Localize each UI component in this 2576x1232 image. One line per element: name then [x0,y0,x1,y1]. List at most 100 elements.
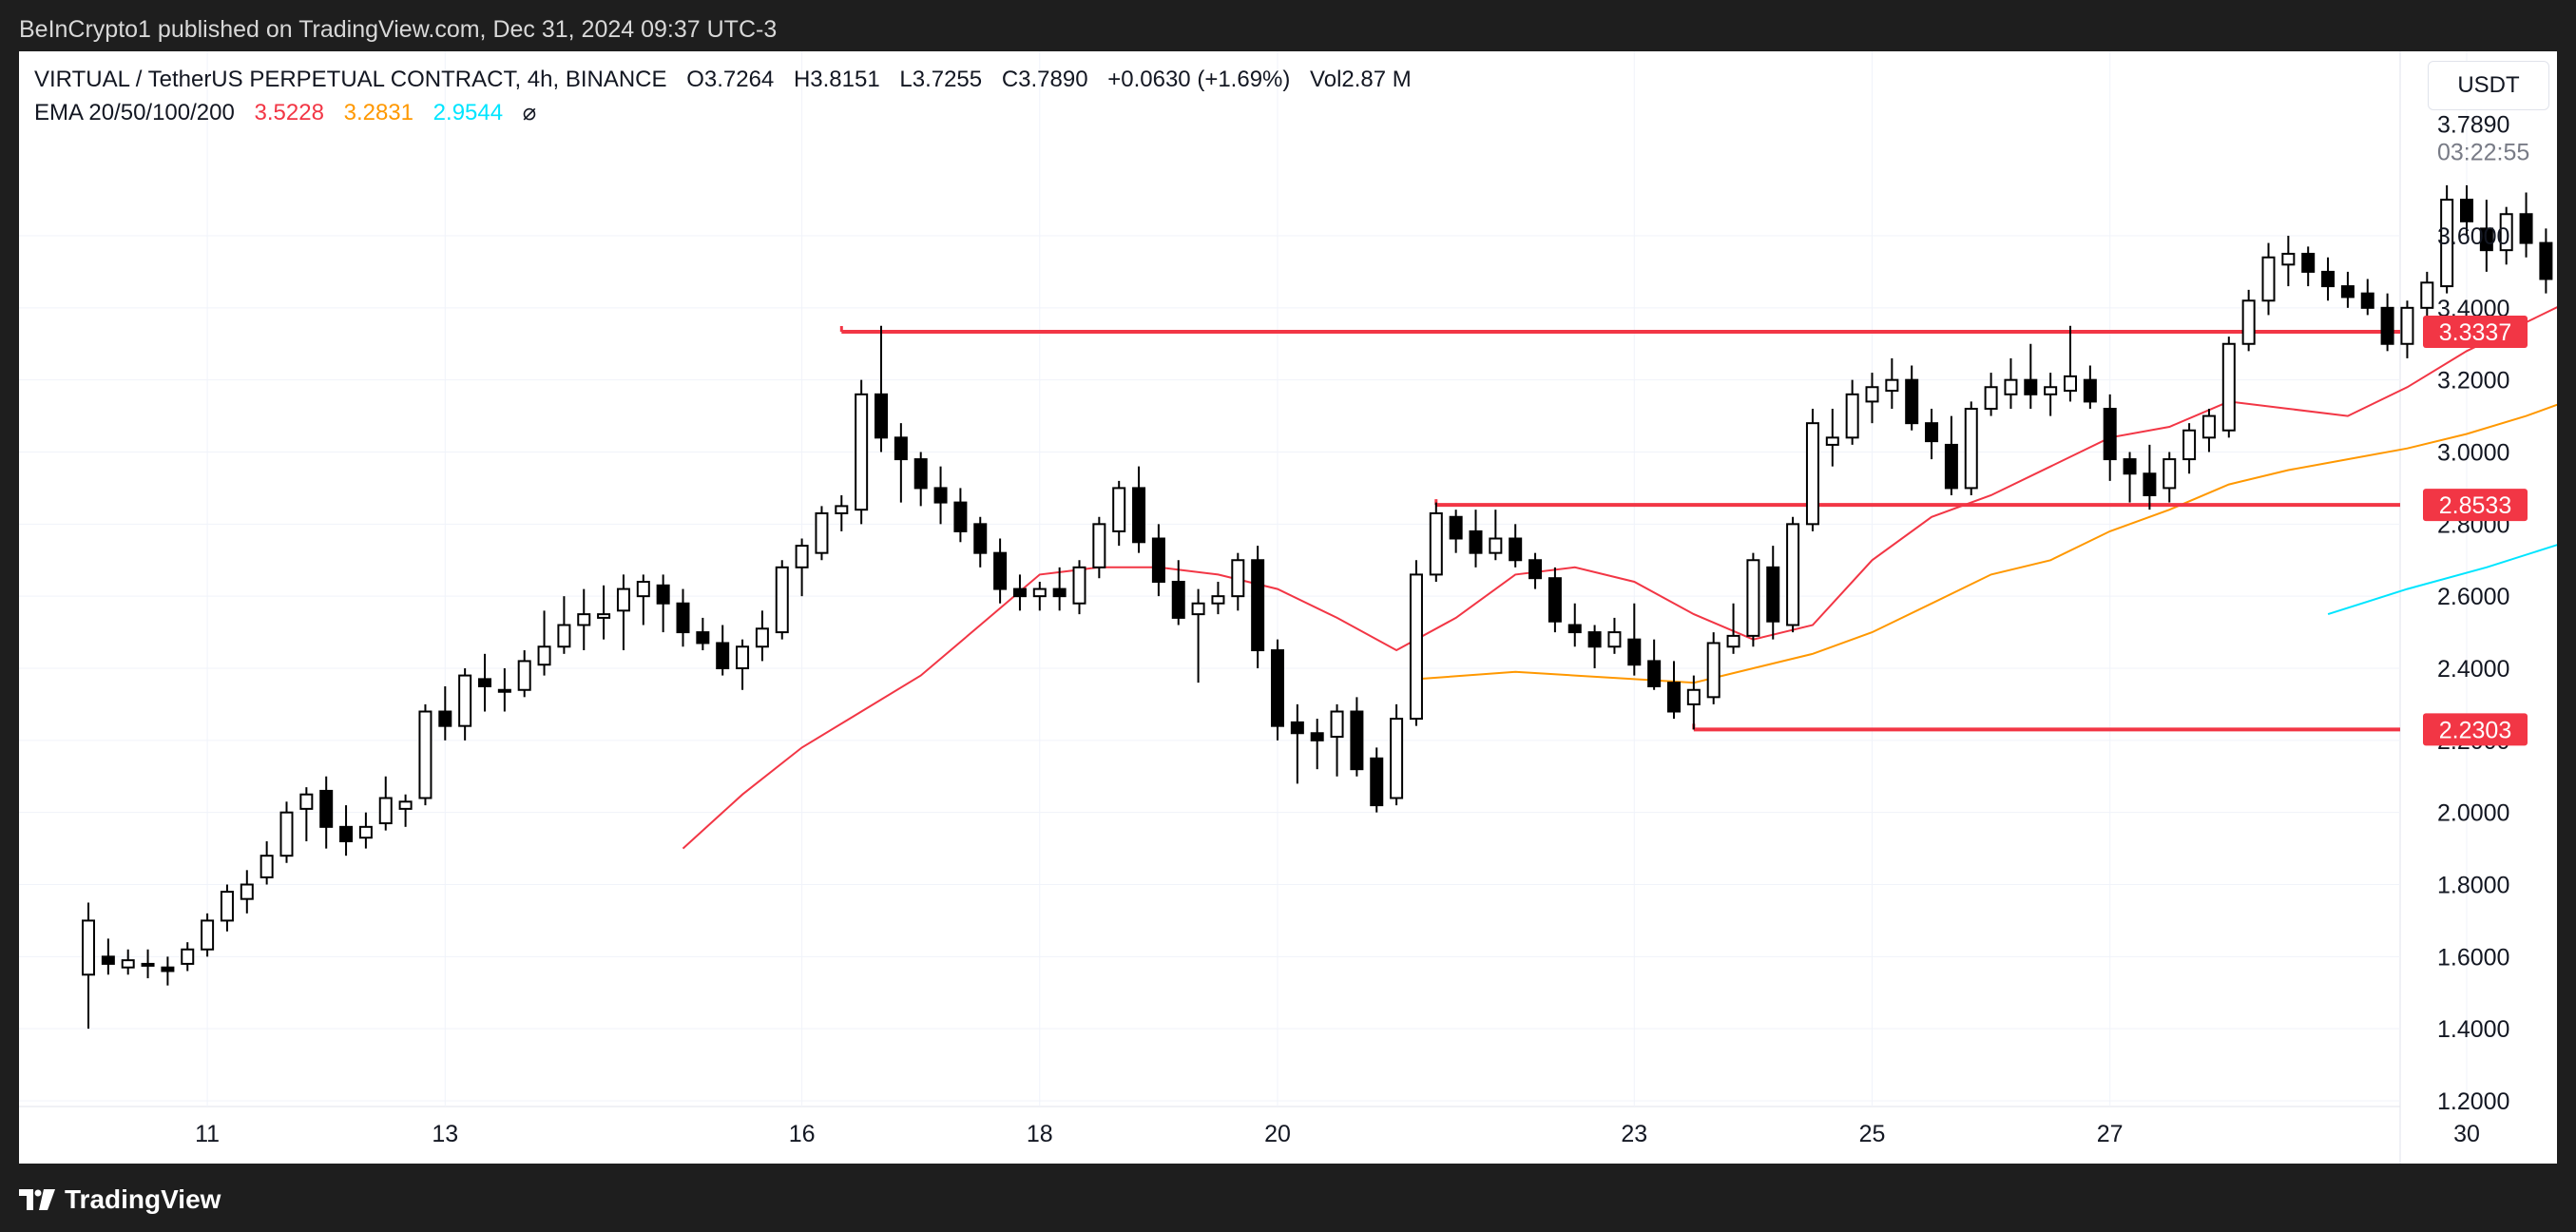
candle-body [973,523,988,554]
ema20-value: 3.5228 [254,100,324,125]
candle-body [2460,199,2473,222]
candle-down [1627,603,1642,676]
candle-up [815,506,829,561]
y-tick-label: 1.4000 [2437,1016,2509,1043]
level-price-label: 3.3337 [2439,319,2511,346]
candle-down [2301,246,2316,287]
tradingview-logo-icon [19,1189,55,1210]
currency-button[interactable]: USDT [2428,61,2549,110]
level-price-tag [2423,489,2528,522]
candle-body [378,797,393,825]
candle-body [299,793,314,810]
candle-up [1726,603,1740,654]
candle-up [1746,552,1760,647]
x-tick-label: 20 [1264,1121,1291,1147]
candle-up [1786,516,1800,633]
candle-body [1964,408,1978,490]
candle-up [597,585,611,640]
candle-body [2004,378,2018,395]
candle-body [1469,529,1483,554]
candle-down [993,538,1008,604]
candle-up [1984,373,1998,416]
y-tick-label: 3.6000 [2437,223,2509,250]
symbol-name[interactable]: VIRTUAL / TetherUS PERPETUAL CONTRACT, 4… [34,67,667,92]
candle-body [2261,256,2276,302]
x-tick-label: 16 [789,1121,816,1147]
chart-panel[interactable]: 1.20001.40001.60001.80002.00002.20002.40… [19,51,2557,1164]
candle-body [597,613,611,619]
candle-down [2380,293,2394,352]
candle-body [1132,487,1146,544]
candle-up [1112,480,1126,547]
candle-up [1885,357,1899,409]
x-tick-label: 30 [2453,1121,2480,1147]
candle-up [517,650,531,698]
x-axis[interactable]: 1113161820232527302025 [195,1121,2557,1147]
candle-up [358,812,373,849]
candle-body [101,955,115,965]
candle-body [2221,342,2236,432]
candle-up [82,902,95,1030]
candle-up [795,538,809,597]
candle-body [1786,523,1800,626]
candle-body [1905,378,1919,425]
candle-body [2519,213,2533,244]
candle-body [1191,602,1205,616]
candle-body [1647,660,1662,687]
publisher-text: BeInCrypto1 published on TradingView.com… [19,16,778,43]
candle-down [1469,510,1483,568]
x-tick-label: 23 [1621,1121,1647,1147]
candle-body [2241,299,2256,345]
candle-body [1548,577,1562,623]
x-tick-label: 27 [2097,1121,2124,1147]
candle-body [875,393,888,439]
candle-body [1984,386,1998,410]
candle-body [319,789,334,828]
symbol-legend[interactable]: VIRTUAL / TetherUS PERPETUAL CONTRACT, 4… [34,67,1425,93]
candle-body [1171,581,1185,619]
y-axis[interactable]: 1.20001.40001.60001.80002.00002.20002.40… [2437,223,2509,1115]
candle-down [1766,546,1780,640]
ema-lines [682,306,2557,850]
candle-up [1330,703,1344,777]
candle-down [2460,184,2473,236]
candle-body [161,966,175,972]
candle-up [755,610,769,662]
price-chart[interactable]: 1.20001.40001.60001.80002.00002.20002.40… [19,51,2557,1164]
candle-down [933,466,948,525]
ema50-value: 3.2831 [343,100,413,125]
tradingview-logo-text: TradingView [65,1184,221,1214]
ema-legend[interactable]: EMA 20/50/100/200 3.5228 3.2831 2.9544 ⌀ [34,99,549,126]
candle-body [1449,515,1463,540]
candle-up [1409,560,1423,726]
level-price-tag [2423,315,2528,348]
candle-body [537,645,551,666]
candle-down [1012,574,1027,611]
candle-body [1627,638,1642,666]
candle-body [418,710,433,799]
candle-body [855,393,869,511]
candle-up [141,949,155,979]
candle-up [616,574,630,651]
ema-label[interactable]: EMA 20/50/100/200 [34,100,235,125]
candle-down [1310,719,1324,770]
candle-body [913,458,928,490]
candle-body [398,800,413,810]
tradingview-logo[interactable]: TradingView [19,1184,221,1215]
candle-body [2024,378,2038,395]
candle-body [458,674,472,727]
candles [82,184,2553,1030]
candle-down [1290,703,1304,784]
y-tick-label: 1.8000 [2437,873,2509,899]
candle-down [1370,747,1384,813]
y-tick-label: 2.0000 [2437,800,2509,827]
candle-down [1667,661,1681,720]
candle-body [557,624,571,648]
candle-body [835,505,849,514]
candle-down [438,685,452,741]
candle-down [1132,466,1146,553]
candle-down [656,574,670,633]
candle-body [339,825,354,842]
candle-down [894,423,908,503]
candle-up [2241,289,2256,352]
